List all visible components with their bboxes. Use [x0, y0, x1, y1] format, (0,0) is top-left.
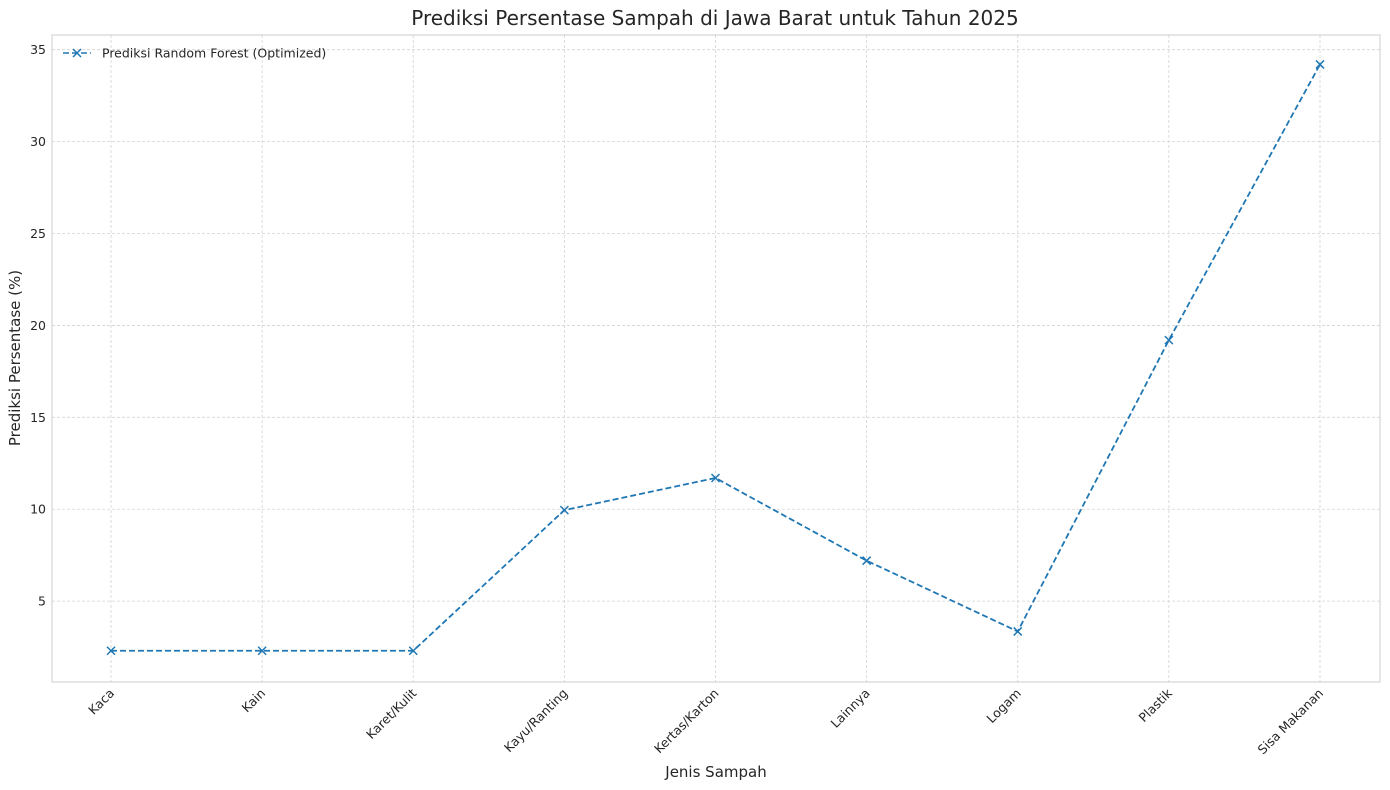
x-tick-label: Sisa Makanan: [1255, 686, 1327, 758]
grid: [52, 35, 1380, 682]
plot-area-frame: [51, 34, 1381, 683]
data-point-x-marker: [862, 556, 872, 566]
x-tick-label: Kayu/Ranting: [501, 686, 571, 756]
y-axis-ticks: 5 10 15 20 25 30 35: [30, 42, 46, 608]
x-tick-label: Kertas/Karton: [651, 686, 722, 757]
x-tick-label: Plastik: [1136, 685, 1176, 725]
data-point-x-marker: [710, 473, 721, 483]
x-tick-label: Kain: [239, 686, 269, 716]
legend-series-name: Prediksi Random Forest (Optimized): [102, 46, 326, 61]
y-tick-label: 25: [30, 226, 46, 241]
y-tick-label: 30: [30, 134, 46, 149]
data-point-x-marker: [559, 505, 569, 515]
x-axis-label: Jenis Sampah: [664, 763, 766, 781]
y-tick-label: 5: [38, 594, 46, 609]
legend-x-marker-icon: [72, 48, 82, 58]
series-layer: [106, 59, 1325, 656]
data-point-x-marker: [106, 646, 116, 656]
x-tick-label: Kaca: [85, 686, 117, 718]
data-point-x-marker: [1164, 335, 1174, 345]
y-axis-label: Prediksi Persentase (%): [6, 270, 24, 446]
x-tick-label: Karet/Kulit: [363, 685, 419, 741]
x-tick-label: Logam: [983, 686, 1023, 726]
chart-title: Prediksi Persentase Sampah di Jawa Barat…: [411, 6, 1018, 30]
data-point-x-marker: [408, 646, 418, 656]
x-axis-ticks: Kaca Kain Karet/Kulit Kayu/Ranting Kertas/Ka…: [85, 685, 1326, 757]
series-line: [111, 63, 1321, 652]
legend: Prediksi Random Forest (Optimized): [63, 46, 326, 61]
y-tick-label: 10: [30, 502, 46, 517]
data-point-x-marker: [1013, 626, 1023, 636]
y-tick-label: 20: [30, 318, 46, 333]
y-tick-label: 35: [30, 42, 46, 57]
x-tick-label: Lainnya: [827, 686, 872, 731]
data-point-x-marker: [257, 646, 267, 656]
data-point-x-marker: [1315, 59, 1325, 69]
y-tick-label: 15: [30, 410, 46, 425]
